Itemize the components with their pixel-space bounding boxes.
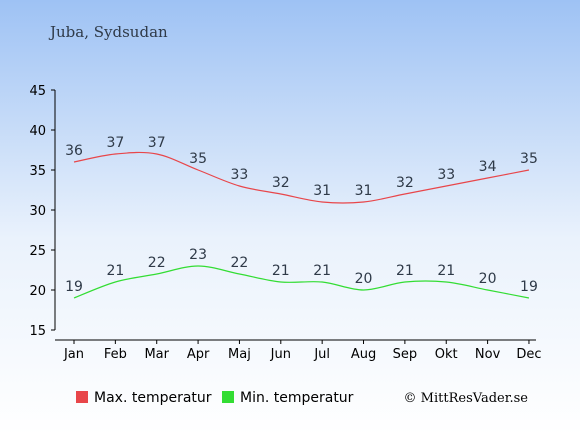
data-label: 33 — [231, 167, 249, 183]
x-tick-label: Jul — [313, 347, 330, 362]
data-label: 35 — [520, 151, 538, 167]
x-tick-label: Maj — [228, 347, 251, 362]
y-tick-label: 40 — [29, 124, 46, 139]
series-layer — [73, 151, 530, 299]
data-label: 19 — [520, 279, 538, 295]
chart-title: Juba, Sydsudan — [48, 23, 168, 41]
data-label: 21 — [313, 263, 331, 279]
credit-text: © MittResVader.se — [404, 391, 529, 406]
legend-swatch-min — [222, 391, 234, 403]
data-label: 21 — [396, 263, 414, 279]
legend-swatch-max — [76, 391, 88, 403]
y-tick-label: 15 — [29, 324, 46, 339]
data-label: 32 — [272, 175, 290, 191]
x-tick-label: Nov — [475, 347, 501, 362]
legend-label-min: Min. temperatur — [240, 390, 354, 406]
data-label: 20 — [355, 271, 373, 287]
x-tick-label: Feb — [104, 347, 127, 362]
series-line-max — [73, 151, 530, 204]
y-tick-label: 45 — [29, 84, 46, 99]
x-tick-label: Mar — [144, 347, 169, 362]
y-tick-label: 25 — [29, 244, 46, 259]
x-tick-label: Okt — [435, 347, 458, 362]
data-label: 21 — [106, 263, 124, 279]
series-line-min — [73, 265, 530, 299]
data-label: 20 — [479, 271, 497, 287]
data-label: 34 — [479, 159, 497, 175]
x-tick-label: Sep — [393, 347, 418, 362]
y-tick-label: 20 — [29, 284, 46, 299]
data-label: 32 — [396, 175, 414, 191]
data-label: 23 — [189, 247, 207, 263]
data-label: 36 — [65, 143, 83, 159]
y-tick-label: 30 — [29, 204, 46, 219]
data-label: 22 — [148, 255, 166, 271]
legend: Max. temperatur Min. temperatur — [76, 390, 354, 406]
data-label: 35 — [189, 151, 207, 167]
data-label: 19 — [65, 279, 83, 295]
axes: 15 20 25 30 35 40 45 Jan Feb Mar Apr Maj Jun Jul Aug Se… — [29, 84, 541, 362]
y-tick-label: 35 — [29, 164, 46, 179]
data-label: 33 — [437, 167, 455, 183]
data-label: 31 — [313, 183, 331, 199]
x-tick-label: Apr — [187, 347, 210, 362]
x-tick-label: Jun — [270, 347, 291, 362]
data-label: 21 — [272, 263, 290, 279]
data-label: 31 — [355, 183, 373, 199]
data-label: 37 — [148, 135, 166, 151]
data-label: 21 — [437, 263, 455, 279]
legend-label-max: Max. temperatur — [94, 390, 212, 406]
data-label: 37 — [106, 135, 124, 151]
data-labels: 36 37 37 35 33 32 31 31 32 33 34 35 19 21 22 23 22 21 21 20… — [65, 135, 538, 295]
x-tick-label: Jan — [63, 347, 84, 362]
x-tick-label: Aug — [351, 347, 376, 362]
x-tick-label: Dec — [516, 347, 541, 362]
data-label: 22 — [231, 255, 249, 271]
